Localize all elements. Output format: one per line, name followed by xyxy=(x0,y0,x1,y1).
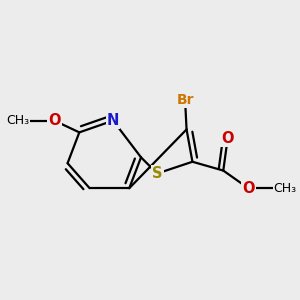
Text: N: N xyxy=(107,113,119,128)
Text: O: O xyxy=(48,113,61,128)
Text: CH₃: CH₃ xyxy=(6,114,29,127)
Text: O: O xyxy=(242,181,254,196)
Text: CH₃: CH₃ xyxy=(273,182,296,195)
Text: O: O xyxy=(221,131,234,146)
Text: S: S xyxy=(152,166,162,181)
Text: Br: Br xyxy=(176,93,194,107)
